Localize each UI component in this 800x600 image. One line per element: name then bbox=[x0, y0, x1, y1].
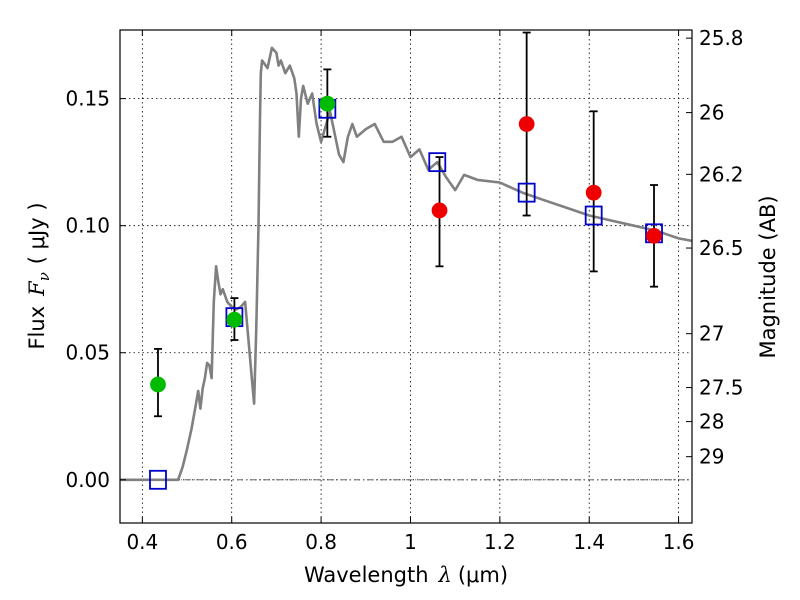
x-tick-label: 1.6 bbox=[663, 530, 695, 554]
model-band-square bbox=[149, 469, 167, 490]
plot-frame bbox=[119, 29, 693, 524]
observed-point bbox=[646, 227, 662, 244]
y2-axis-label: Magnitude (AB) bbox=[756, 195, 780, 358]
y-tick-label: 0.05 bbox=[65, 341, 110, 365]
observed-point bbox=[431, 202, 448, 219]
x-axis-label-lambda: λ bbox=[438, 563, 452, 587]
x-tick-label: 1.2 bbox=[484, 530, 516, 554]
mag-tick-label: 27.5 bbox=[699, 376, 744, 400]
mag-tick-label: 28 bbox=[699, 410, 724, 434]
y-tick-label: 0.00 bbox=[65, 468, 110, 492]
mag-tick-label: 26.5 bbox=[699, 236, 744, 260]
x-tick-label: 1 bbox=[404, 530, 417, 554]
x-tick-label: 0.8 bbox=[305, 530, 337, 554]
x-axis-label-text: Wavelength bbox=[304, 563, 429, 587]
mag-tick-label: 26 bbox=[699, 101, 724, 125]
mag-tick-label: 29 bbox=[699, 445, 724, 469]
observed-point bbox=[518, 116, 535, 132]
model-sed-curve bbox=[120, 46, 693, 482]
y-axis-label-text: Flux bbox=[25, 306, 49, 350]
model-band-square bbox=[428, 152, 447, 173]
model-band-square bbox=[517, 182, 536, 203]
x-axis-label-unit: (μm) bbox=[458, 563, 508, 587]
observed-point bbox=[226, 311, 243, 328]
observed-point bbox=[150, 376, 166, 393]
x-tick-label: 1.4 bbox=[573, 530, 605, 554]
observed-point bbox=[319, 95, 336, 112]
y-axis-label-unit: ( μJy ) bbox=[25, 202, 49, 264]
mag-tick-label: 25.8 bbox=[699, 26, 744, 50]
model-curve-layer bbox=[120, 46, 693, 482]
y-axis-label-f: F bbox=[25, 280, 49, 297]
mag-tick-label: 26.2 bbox=[699, 162, 744, 186]
y-axis-label-nu: ν bbox=[35, 272, 53, 281]
x-axis-label: Wavelength λ (μm) bbox=[304, 563, 508, 587]
mag-tick-label: 27 bbox=[699, 322, 724, 346]
x-tick-label: 0.6 bbox=[216, 530, 248, 554]
x-tick-label: 0.4 bbox=[126, 530, 158, 554]
grid-lines bbox=[120, 30, 692, 523]
markers-layer bbox=[149, 31, 663, 490]
model-band-square bbox=[584, 205, 603, 226]
y-axis-label: Flux Fν ( μJy ) bbox=[25, 202, 53, 349]
observed-point bbox=[585, 184, 602, 201]
y-tick-label: 0.10 bbox=[65, 214, 110, 238]
y-tick-label: 0.15 bbox=[65, 87, 110, 111]
axis-ticks: 0.4 0.6 0.8 1 1.2 1.4 1.6 0.00 0.05 0.10 0.15 25.8 2… bbox=[65, 26, 743, 554]
